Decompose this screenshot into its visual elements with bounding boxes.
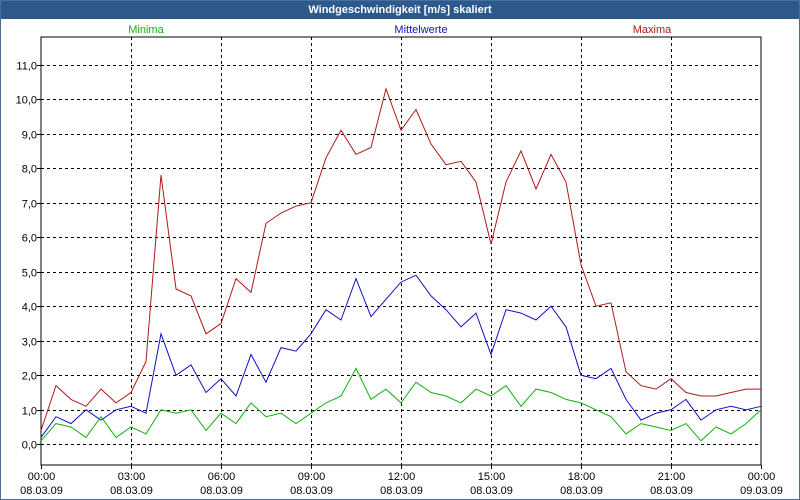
- series-line-maxima: [40, 87, 761, 431]
- x-tick-label-time: 21:00: [658, 471, 686, 483]
- y-tick-label: 3,0: [22, 337, 37, 349]
- series-line-minima: [40, 367, 762, 442]
- plot-area: [40, 36, 762, 466]
- y-axis: 0,0 1,0 2,0 3,0 4,0 5,0 6,0 7,0 8,0 9,0 10,0 11,0: [16, 61, 41, 452]
- x-tick-label-date: 08.03.09: [290, 485, 333, 497]
- x-tick-label-time: 18:00: [568, 471, 596, 483]
- legend: Minima Mittelwerte Maxima: [128, 24, 672, 36]
- y-tick-label: 9,0: [22, 130, 37, 142]
- y-tick-label: 2,0: [22, 371, 37, 383]
- x-tick-label-time: 00:00: [28, 471, 56, 483]
- window-title: Windgeschwindigkeit [m/s] skaliert: [1, 1, 799, 19]
- x-tick-label-time: 00:00: [748, 471, 776, 483]
- x-tick-label-time: 03:00: [118, 471, 146, 483]
- y-tick-label: 0,0: [22, 440, 37, 452]
- x-tick-label-date: 08.03.09: [20, 485, 63, 497]
- x-axis: 00:00 08.03.09 03:00 08.03.09 06:00 08.03.09 0…: [20, 465, 783, 497]
- x-tick-label-date: 08.03.09: [650, 485, 693, 497]
- x-tick-label-date: 08.03.09: [470, 485, 513, 497]
- x-tick-label-date: 08.03.09: [560, 485, 603, 497]
- y-tick-label: 5,0: [22, 268, 37, 280]
- y-tick-label: 10,0: [16, 95, 37, 107]
- y-tick-label: 8,0: [22, 164, 37, 176]
- y-tick-label: 1,0: [22, 406, 37, 418]
- y-tick-label: 11,0: [16, 61, 37, 73]
- x-tick-label-time: 15:00: [478, 471, 506, 483]
- wind-speed-chart: 0,0 1,0 2,0 3,0 4,0 5,0 6,0 7,0 8,0 9,0 10,0 11,0 0…: [16, 24, 783, 497]
- legend-mean: Mittelwerte: [394, 24, 447, 36]
- x-tick-label-date: 08.03.09: [380, 485, 423, 497]
- x-tick-label-date: 08.03.09: [200, 485, 243, 497]
- x-tick-label-date: 09.03.09: [740, 485, 783, 497]
- y-tick-label: 6,0: [22, 233, 37, 245]
- series-line-mean: [40, 274, 762, 438]
- x-tick-label-time: 06:00: [208, 471, 236, 483]
- grid-lines: [41, 37, 761, 465]
- x-tick-label-time: 12:00: [388, 471, 416, 483]
- x-tick-label-time: 09:00: [298, 471, 326, 483]
- y-tick-label: 7,0: [22, 199, 37, 211]
- x-tick-label-date: 08.03.09: [110, 485, 153, 497]
- y-tick-label: 4,0: [22, 302, 37, 314]
- series-lines: [40, 87, 762, 442]
- legend-minima: Minima: [128, 24, 164, 36]
- legend-maxima: Maxima: [633, 24, 672, 36]
